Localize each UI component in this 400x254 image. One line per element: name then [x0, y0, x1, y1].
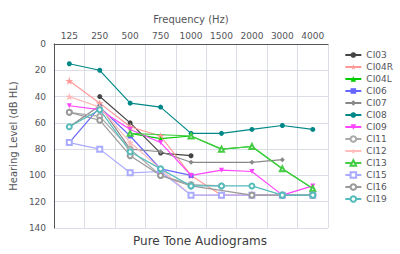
svg-text:CI12: CI12	[366, 146, 386, 156]
svg-text:Frequency (Hz): Frequency (Hz)	[153, 14, 229, 25]
svg-text:1000: 1000	[180, 31, 203, 41]
svg-text:3000: 3000	[271, 31, 294, 41]
svg-text:1500: 1500	[210, 31, 233, 41]
svg-text:CI03: CI03	[366, 50, 386, 60]
svg-text:CI09: CI09	[366, 122, 387, 132]
svg-text:750: 750	[152, 31, 169, 41]
svg-text:20: 20	[35, 65, 47, 75]
svg-text:140: 140	[29, 223, 46, 233]
svg-text:0: 0	[40, 39, 46, 49]
svg-text:80: 80	[35, 144, 47, 154]
svg-text:CI11: CI11	[366, 134, 386, 144]
svg-text:CI04R: CI04R	[366, 62, 393, 72]
svg-text:500: 500	[122, 31, 139, 41]
svg-text:60: 60	[35, 118, 47, 128]
svg-text:125: 125	[61, 31, 78, 41]
svg-text:250: 250	[91, 31, 108, 41]
svg-text:CI06: CI06	[366, 86, 387, 96]
svg-text:40: 40	[35, 92, 47, 102]
svg-text:CI16: CI16	[366, 182, 387, 192]
svg-text:100: 100	[29, 170, 46, 180]
svg-text:CI15: CI15	[366, 170, 386, 180]
svg-text:CI04L: CI04L	[366, 74, 391, 84]
svg-text:CI19: CI19	[366, 194, 387, 204]
svg-text:CI08: CI08	[366, 110, 387, 120]
svg-text:4000: 4000	[301, 31, 324, 41]
svg-text:CI13: CI13	[366, 158, 386, 168]
svg-text:2000: 2000	[240, 31, 263, 41]
svg-text:Hearing Level (dB HL): Hearing Level (dB HL)	[8, 81, 19, 191]
svg-text:Pure Tone Audiograms: Pure Tone Audiograms	[133, 234, 267, 248]
svg-text:120: 120	[29, 197, 46, 207]
svg-text:CI07: CI07	[366, 98, 386, 108]
